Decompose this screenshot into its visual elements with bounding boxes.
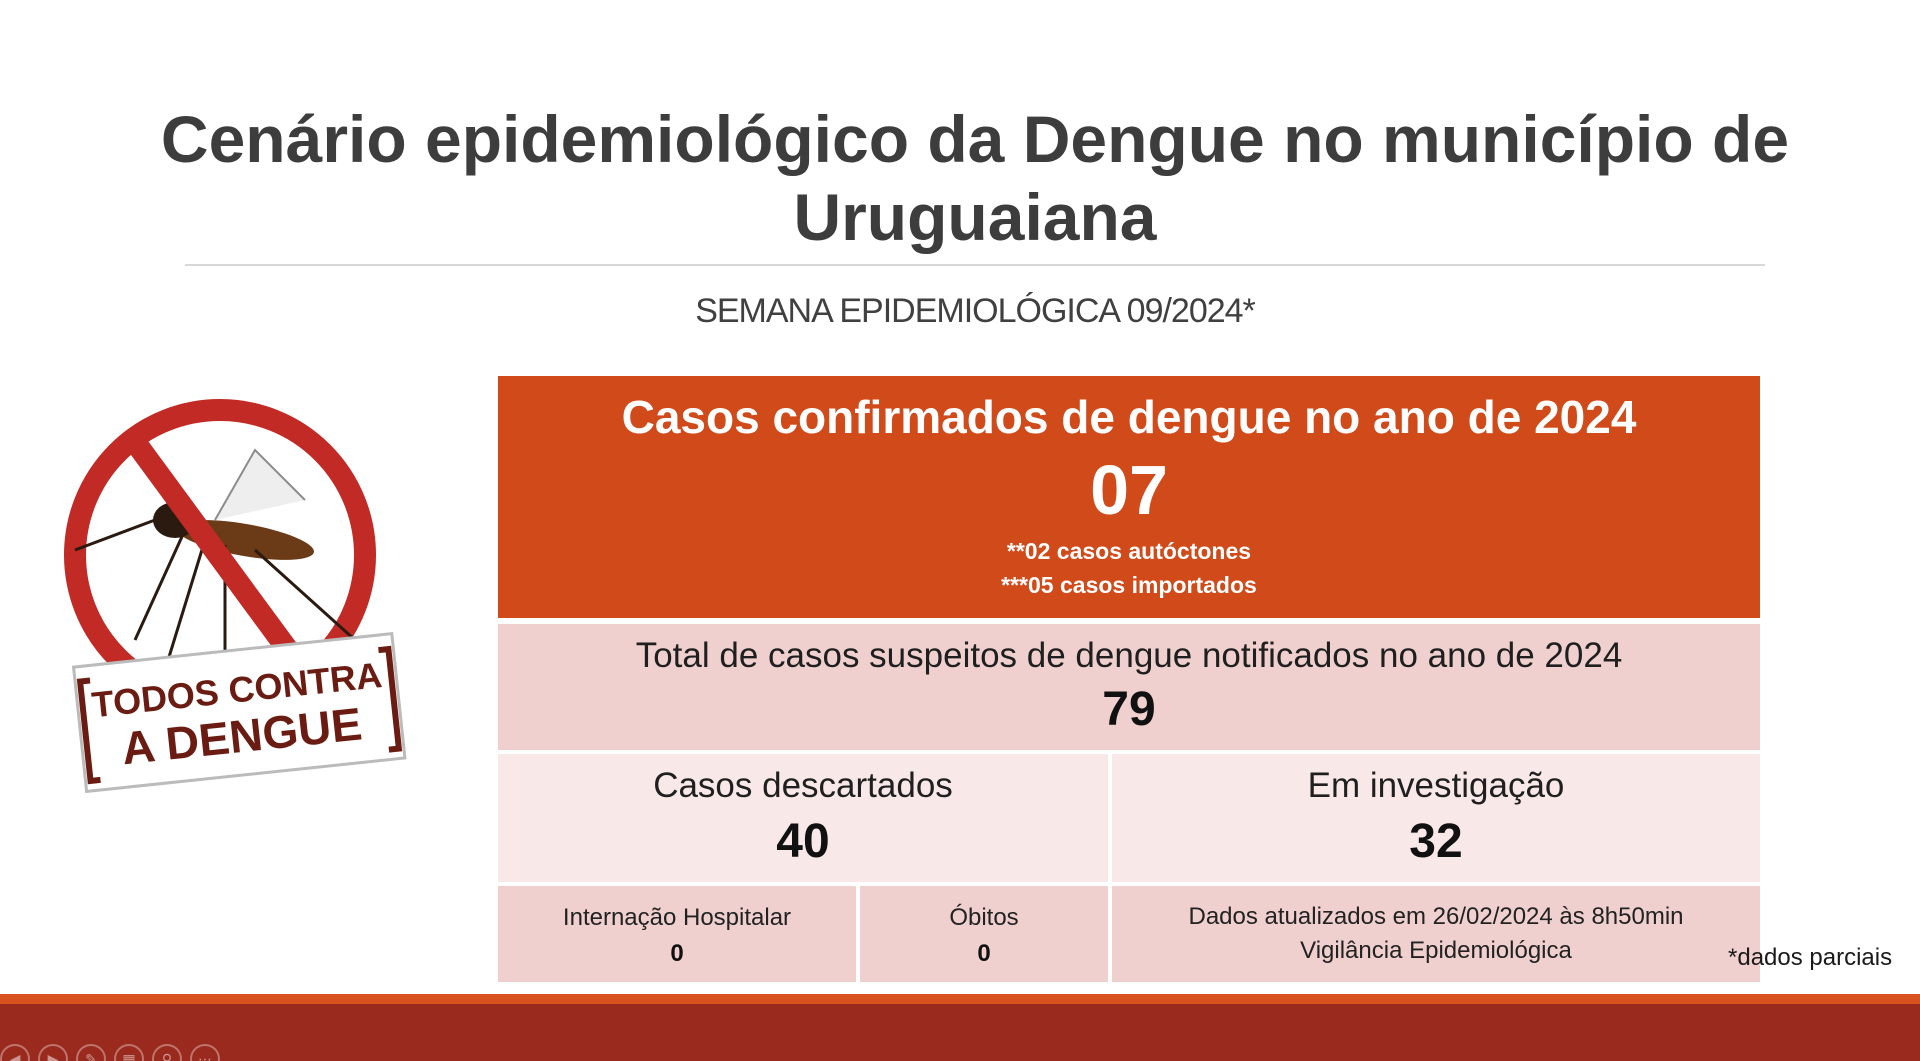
update-source-text: Vigilância Epidemiológica [1300,937,1572,964]
suspect-cases-block: Total de casos suspeitos de dengue notif… [498,624,1760,750]
more-options-icon[interactable]: ⋯ [190,1044,220,1061]
investigation-cases-value: 32 [1409,815,1463,868]
hospitalization-label: Internação Hospitalar [562,904,792,931]
autochthonous-cases-note: **02 casos autóctones [1006,538,1252,564]
slides-icon[interactable]: ▦ [114,1044,144,1061]
investigation-cases-block: Em investigação 32 [1112,754,1760,882]
subtitle: SEMANA EPIDEMIOLÓGICA 09/2024* [695,292,1256,330]
bottom-info-row: Internação Hospitalar 0 Óbitos 0 Dados a… [498,886,1760,982]
zoom-icon[interactable]: ⚲ [152,1044,182,1061]
discarded-cases-block: Casos descartados 40 [498,754,1108,882]
deaths-value: 0 [977,940,991,967]
suspect-cases-value: 79 [1102,683,1156,736]
slide-title: Cenário epidemiológico da Dengue no muni… [150,100,1800,256]
footer-band [0,1004,1920,1061]
confirmed-cases-value: 07 [1090,451,1168,529]
title-line-1: Cenário epidemiológico da Dengue no muni… [160,102,1790,176]
discarded-cases-label: Casos descartados [653,766,953,805]
discarded-investigation-row: Casos descartados 40 Em investigação 32 [498,754,1760,882]
partial-data-footnote: *dados parciais [1728,944,1893,971]
deaths-block: Óbitos 0 [860,886,1108,982]
suspect-cases-label: Total de casos suspeitos de dengue notif… [635,636,1623,675]
hospitalization-value: 0 [670,940,684,967]
title-divider [185,264,1765,266]
title-line-2: Uruguaiana [793,180,1157,254]
prohibition-slash-icon [121,428,319,687]
next-slide-icon[interactable]: ▶ [38,1044,68,1061]
investigation-cases-label: Em investigação [1307,766,1565,805]
prev-slide-icon[interactable]: ◀ [0,1044,30,1061]
dengue-stats-panel: Casos confirmados de dengue no ano de 20… [498,376,1760,982]
footer-accent-strip [0,994,1920,1004]
presentation-controls: ◀ ▶ ✎ ▦ ⚲ ⋯ [0,1044,220,1061]
discarded-cases-value: 40 [776,815,830,868]
pen-icon[interactable]: ✎ [76,1044,106,1061]
imported-cases-note: ***05 casos importados [1001,572,1257,598]
confirmed-cases-block: Casos confirmados de dengue no ano de 20… [498,376,1760,618]
hospitalization-block: Internação Hospitalar 0 [498,886,856,982]
update-date-text: Dados atualizados em 26/02/2024 às 8h50m… [1188,903,1684,930]
update-info-block: Dados atualizados em 26/02/2024 às 8h50m… [1112,886,1760,982]
deaths-label: Óbitos [949,904,1019,931]
confirmed-cases-label: Casos confirmados de dengue no ano de 20… [621,391,1637,443]
todos-contra-dengue-logo: TODOS CONTRA A DENGUE [64,399,407,794]
